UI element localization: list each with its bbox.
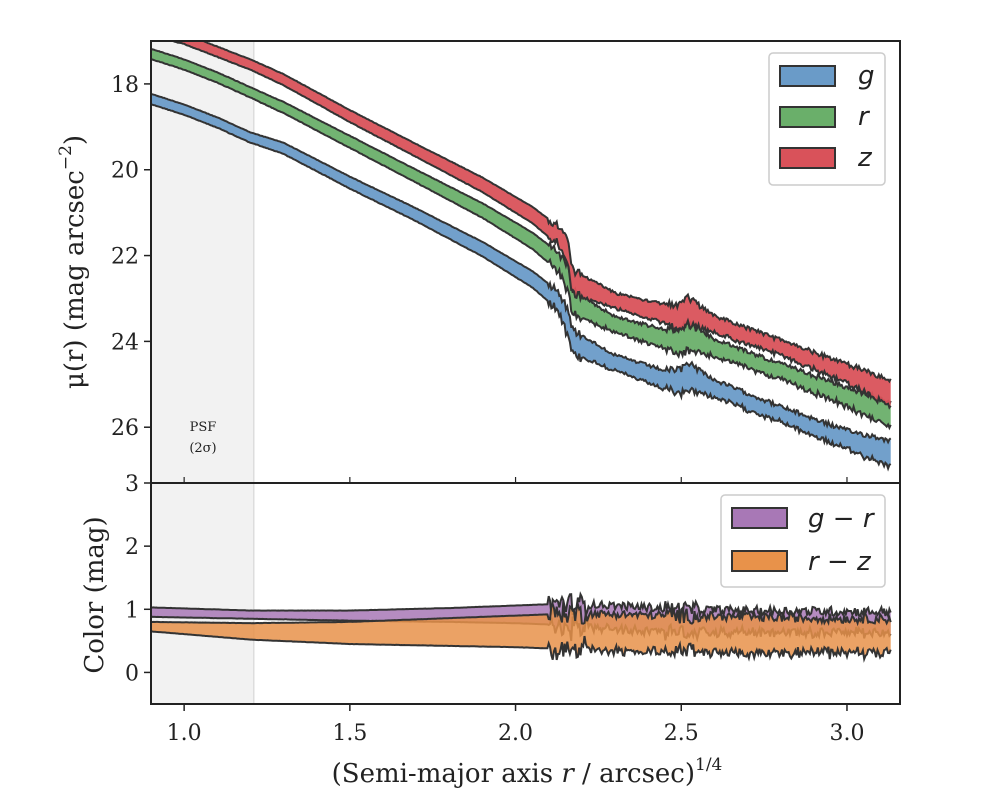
- bottom-y-ticks: 0 1 2 3: [125, 472, 151, 686]
- top-legend: g r z: [768, 52, 886, 186]
- band-r-upper-edge: [151, 47, 892, 408]
- legend-swatch-g-r: [731, 507, 788, 529]
- legend-swatch-r: [779, 106, 836, 128]
- legend-swatch-r-z: [731, 550, 788, 572]
- band-r-z-lower-edge: [151, 630, 892, 663]
- bottom-legend: g − r r − z: [720, 494, 886, 588]
- xtick-label-1.5: 1.5: [332, 721, 367, 746]
- band-z-lower-edge: [169, 41, 892, 410]
- x-ticks: 1.0 1.5 2.0 2.5 3.0: [167, 477, 864, 746]
- xtick-label-3: 3.0: [829, 721, 864, 746]
- bottom-ytick-label-3: 3: [125, 472, 139, 497]
- legend-label-r-z: r − z: [808, 547, 872, 577]
- top-ytick-label-18: 18: [111, 73, 139, 98]
- band-r-z: [151, 601, 891, 660]
- band-r: [151, 48, 891, 428]
- bottom-bands: [151, 591, 892, 663]
- legend-label-g-r: g − r: [808, 504, 876, 534]
- band-z: [172, 41, 891, 408]
- top-bands: [151, 41, 892, 472]
- band-g-upper-edge: [151, 92, 892, 445]
- band-g-lower-edge: [151, 103, 892, 472]
- xtick-label-2: 2.0: [498, 721, 533, 746]
- x-axis-label: (Semi-major axis r / arcsec)1/4: [332, 755, 723, 789]
- band-r-z-upper-edge: [151, 600, 892, 627]
- legend-swatch-g: [779, 65, 836, 87]
- xtick-label-2.5: 2.5: [664, 721, 699, 746]
- top-y-ticks: 18 20 22 24 26: [111, 73, 151, 441]
- top-ytick-label-22: 22: [111, 245, 139, 270]
- bottom-ytick-label-1: 1: [125, 598, 139, 623]
- legend-label-g: g: [858, 61, 875, 91]
- band-r-lower-edge: [151, 58, 892, 431]
- legend-label-r: r: [858, 102, 871, 132]
- top-ytick-label-24: 24: [111, 330, 139, 355]
- xtick-label-1: 1.0: [167, 721, 202, 746]
- psf-shade-bottom: [151, 483, 254, 704]
- psf-annotation-line1: PSF: [190, 420, 217, 435]
- band-z-upper-edge: [199, 41, 892, 384]
- psf-annotation-line2: (2σ): [189, 441, 216, 456]
- top-y-axis-label: μ(r) (mag arcsec−2): [56, 135, 90, 389]
- bottom-ytick-label-2: 2: [125, 535, 139, 560]
- top-ytick-label-26: 26: [111, 416, 139, 441]
- bottom-axes-frame: [150, 482, 901, 705]
- legend-label-z: z: [857, 143, 873, 173]
- legend-swatch-z: [779, 147, 836, 169]
- top-ytick-label-20: 20: [111, 159, 139, 184]
- bottom-ytick-label-0: 0: [125, 661, 139, 686]
- bottom-y-axis-label: Color (mag): [80, 516, 110, 673]
- band-g-r-upper-edge: [151, 591, 892, 620]
